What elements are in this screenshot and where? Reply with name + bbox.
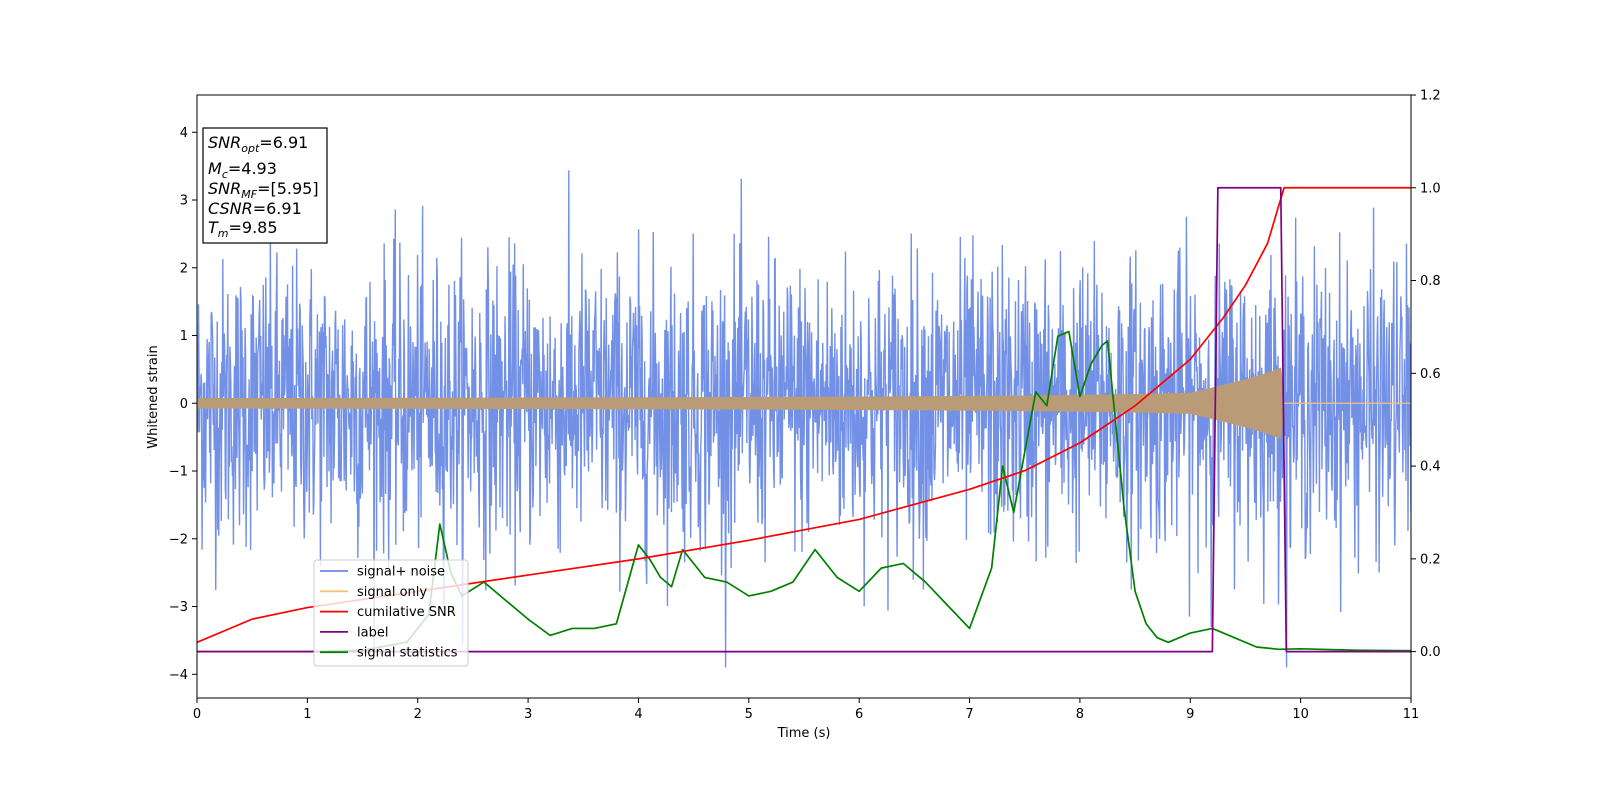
legend: signal+ noise signal only cumilative SNR la… (313, 559, 469, 667)
y-tick-label: −1 (169, 465, 188, 480)
y-tick-label: 3 (180, 194, 188, 209)
y2-tick-label: 0.4 (1420, 460, 1441, 475)
y-tick-label: −2 (169, 532, 188, 547)
annotation-value: =[5.95] (257, 179, 319, 198)
x-tick-label: 10 (1292, 707, 1309, 722)
x-tick-label: 7 (965, 707, 973, 722)
x-tick-label: 3 (524, 707, 532, 722)
y-tick-label: 1 (180, 329, 188, 344)
series-signal-only-envelope (197, 367, 1285, 440)
signal-only-series-layer (197, 367, 1411, 440)
legend-label: signal statistics (357, 646, 458, 661)
series-label (197, 186, 1411, 653)
annotation-line: Tm=9.85 (208, 218, 278, 240)
legend-label: signal only (357, 585, 427, 600)
legend-label: signal+ noise (357, 565, 445, 580)
x-tick-label: 6 (855, 707, 863, 722)
x-tick-label: 0 (193, 707, 201, 722)
legend-label: label (357, 625, 388, 640)
annotation-subscript: m (218, 227, 229, 240)
x-tick-label: 1 (303, 707, 311, 722)
x-tick-label: 2 (414, 707, 422, 722)
annotation-symbol: M (208, 159, 222, 178)
y-tick-label: 4 (180, 126, 188, 141)
annotation-symbol: CSNR (208, 199, 253, 218)
y2-tick-label: 0.6 (1420, 367, 1441, 382)
x-axis-ticks: 0 1 2 3 4 5 6 7 8 9 10 11 (193, 698, 1419, 722)
y2-tick-label: 1.2 (1420, 89, 1441, 104)
annotation-line: SNRopt=6.91 (208, 133, 308, 155)
annotation-subscript: c (222, 168, 228, 181)
x-tick-label: 5 (745, 707, 753, 722)
series-signal-statistics (197, 330, 1411, 653)
annotation-subscript: MF (241, 188, 257, 201)
y2-tick-label: 0.0 (1420, 645, 1441, 660)
legend-label: cumilative SNR (357, 605, 456, 620)
y-tick-label: −4 (169, 668, 188, 683)
y-axis-label: Whitened strain (146, 345, 161, 448)
y-tick-label: 2 (180, 261, 188, 276)
x-tick-label: 8 (1076, 707, 1084, 722)
y2-tick-label: 0.2 (1420, 552, 1441, 567)
y2-tick-label: 0.8 (1420, 274, 1441, 289)
annotation-value: =6.91 (253, 199, 302, 218)
annotation-line: SNRMF=[5.95] (208, 179, 319, 201)
y-tick-label: 0 (180, 397, 188, 412)
annotation-value: =9.85 (229, 218, 278, 237)
y2-axis-ticks: 1.2 1.0 0.8 0.6 0.4 0.2 0.0 (1411, 89, 1441, 660)
annotation-line: Mc=4.93 (208, 159, 277, 181)
x-tick-label: 4 (634, 707, 642, 722)
plot-frame (196, 94, 1412, 699)
metrics-annotation-box: SNRopt=6.91Mc=4.93SNRMF=[5.95]CSNR=6.91T… (202, 127, 328, 244)
annotation-line: CSNR=6.91 (208, 199, 302, 218)
annotation-symbol: SNR (208, 133, 241, 152)
annotation-value: =4.93 (228, 159, 277, 178)
annotation-frame (202, 127, 328, 244)
annotation-subscript: opt (241, 142, 260, 155)
annotation-value: =6.91 (259, 133, 308, 152)
y-axis-ticks: 4 3 2 1 0 −1 −2 −3 −4 (169, 126, 197, 683)
legend-frame (313, 559, 469, 667)
x-axis-label: Time (s) (777, 726, 831, 741)
y2-tick-label: 1.0 (1420, 181, 1441, 196)
annotation-symbol: SNR (208, 179, 241, 198)
x-tick-label: 11 (1403, 707, 1420, 722)
x-tick-label: 9 (1186, 707, 1194, 722)
annotation-symbol: T (208, 218, 219, 237)
y-tick-label: −3 (169, 600, 188, 615)
